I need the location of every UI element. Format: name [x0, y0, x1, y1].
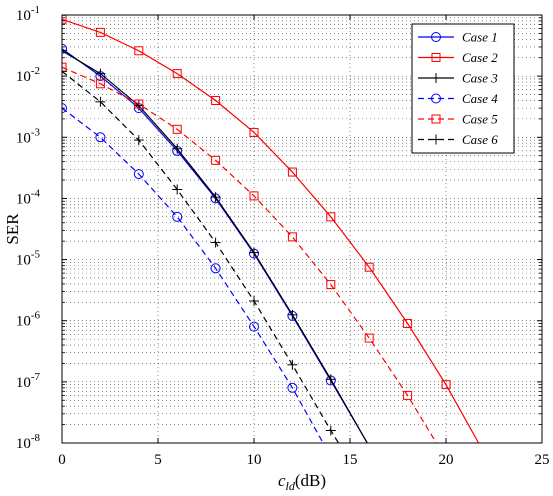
data-point-case-2 — [441, 380, 451, 390]
legend-label-case-6: Case 6 — [462, 132, 498, 147]
data-point-case-4 — [133, 169, 144, 180]
data-point-case-2 — [249, 127, 259, 137]
y-tick-label: 10-6 — [16, 310, 41, 330]
data-point-case-2 — [172, 69, 182, 79]
data-point-case-6 — [249, 296, 259, 307]
data-point-case-2 — [326, 212, 336, 222]
data-point-case-4 — [95, 132, 106, 143]
y-tick-label: 10-3 — [16, 126, 41, 146]
x-tick-label: 15 — [343, 452, 358, 468]
x-tick-label: 5 — [154, 452, 162, 468]
data-point-case-6 — [62, 66, 67, 77]
data-point-case-5 — [326, 280, 336, 290]
x-axis-label-sub: ld — [286, 479, 296, 493]
data-point-case-3 — [210, 192, 221, 203]
data-point-case-2 — [403, 319, 413, 329]
legend-marker-case-2 — [431, 53, 441, 62]
y-tick-label: 10-2 — [16, 65, 40, 85]
data-point-case-3 — [133, 100, 144, 111]
data-point-case-6 — [172, 184, 183, 195]
axis-ticks: 0 5 10 15 20 25 10-1 10-2 10-3 10-4 10-5 10-6 10-7 10… — [16, 4, 550, 468]
series-line-case-4 — [62, 107, 324, 443]
plot-frame — [61, 14, 543, 444]
data-point-case-1 — [62, 43, 67, 54]
data-point-case-5 — [172, 124, 182, 134]
data-point-case-4 — [210, 263, 221, 274]
legend-label-case-1: Case 1 — [462, 30, 498, 45]
x-axis-label: cld(dB) — [278, 471, 326, 493]
legend-marker-case-3 — [431, 73, 441, 83]
legend-marker-case-1 — [431, 32, 441, 42]
legend-marker-case-6 — [431, 134, 441, 145]
x-tick-label: 25 — [535, 452, 550, 468]
legend-label-case-3: Case 3 — [462, 71, 498, 86]
data-point-case-6 — [287, 359, 298, 370]
legend-label-case-5: Case 5 — [462, 112, 498, 127]
legend: Case 1 Case 2 Case 3 Case 4 Case 5 Case 6 — [411, 23, 515, 154]
data-point-case-2 — [95, 27, 105, 37]
y-tick-label: 10-8 — [16, 432, 41, 452]
legend-marker-case-5 — [431, 114, 441, 124]
x-tick-label: 20 — [439, 452, 454, 468]
data-point-case-2 — [364, 262, 374, 272]
data-point-case-2 — [134, 46, 144, 56]
data-point-case-3 — [287, 309, 298, 320]
data-point-case-2 — [287, 167, 297, 177]
y-axis-label: SER — [3, 213, 22, 245]
series-line-case-2 — [62, 18, 480, 443]
data-point-case-2 — [62, 15, 67, 24]
series-group — [62, 15, 480, 443]
data-point-case-3 — [325, 374, 336, 385]
legend-box — [411, 23, 515, 154]
data-point-case-6 — [133, 135, 144, 146]
data-point-case-3 — [172, 143, 183, 154]
data-point-case-6 — [95, 96, 106, 107]
data-point-case-2 — [211, 95, 221, 105]
data-point-case-6 — [325, 425, 336, 436]
data-point-case-3 — [95, 68, 106, 79]
data-point-case-4 — [249, 321, 259, 332]
legend-marker-case-4 — [431, 93, 441, 104]
data-point-case-6 — [210, 237, 221, 248]
x-axis-label-unit: (dB) — [295, 471, 326, 490]
y-tick-label: 10-1 — [16, 4, 40, 24]
data-point-case-5 — [211, 155, 221, 165]
x-tick-label: 0 — [58, 452, 66, 468]
y-tick-label: 10-5 — [16, 249, 41, 269]
data-point-case-4 — [287, 382, 298, 393]
data-point-case-3 — [249, 247, 259, 258]
x-tick-label: 10 — [247, 452, 262, 468]
data-point-case-5 — [62, 62, 67, 72]
plot-area — [62, 15, 480, 443]
data-point-case-5 — [249, 191, 259, 201]
legend-label-case-4: Case 4 — [462, 91, 498, 106]
data-point-case-5 — [364, 333, 374, 343]
data-point-case-5 — [287, 232, 297, 242]
data-point-case-4 — [62, 103, 67, 114]
series-line-case-5 — [62, 66, 437, 443]
data-point-case-3 — [62, 45, 67, 56]
y-tick-label: 10-4 — [16, 187, 41, 207]
data-point-case-5 — [403, 390, 413, 400]
data-point-case-5 — [95, 79, 105, 89]
y-tick-label: 10-7 — [16, 371, 41, 391]
data-point-case-4 — [172, 211, 183, 222]
x-axis-label-main: c — [278, 471, 286, 490]
legend-label-case-2: Case 2 — [462, 50, 498, 65]
data-point-case-5 — [134, 99, 144, 109]
